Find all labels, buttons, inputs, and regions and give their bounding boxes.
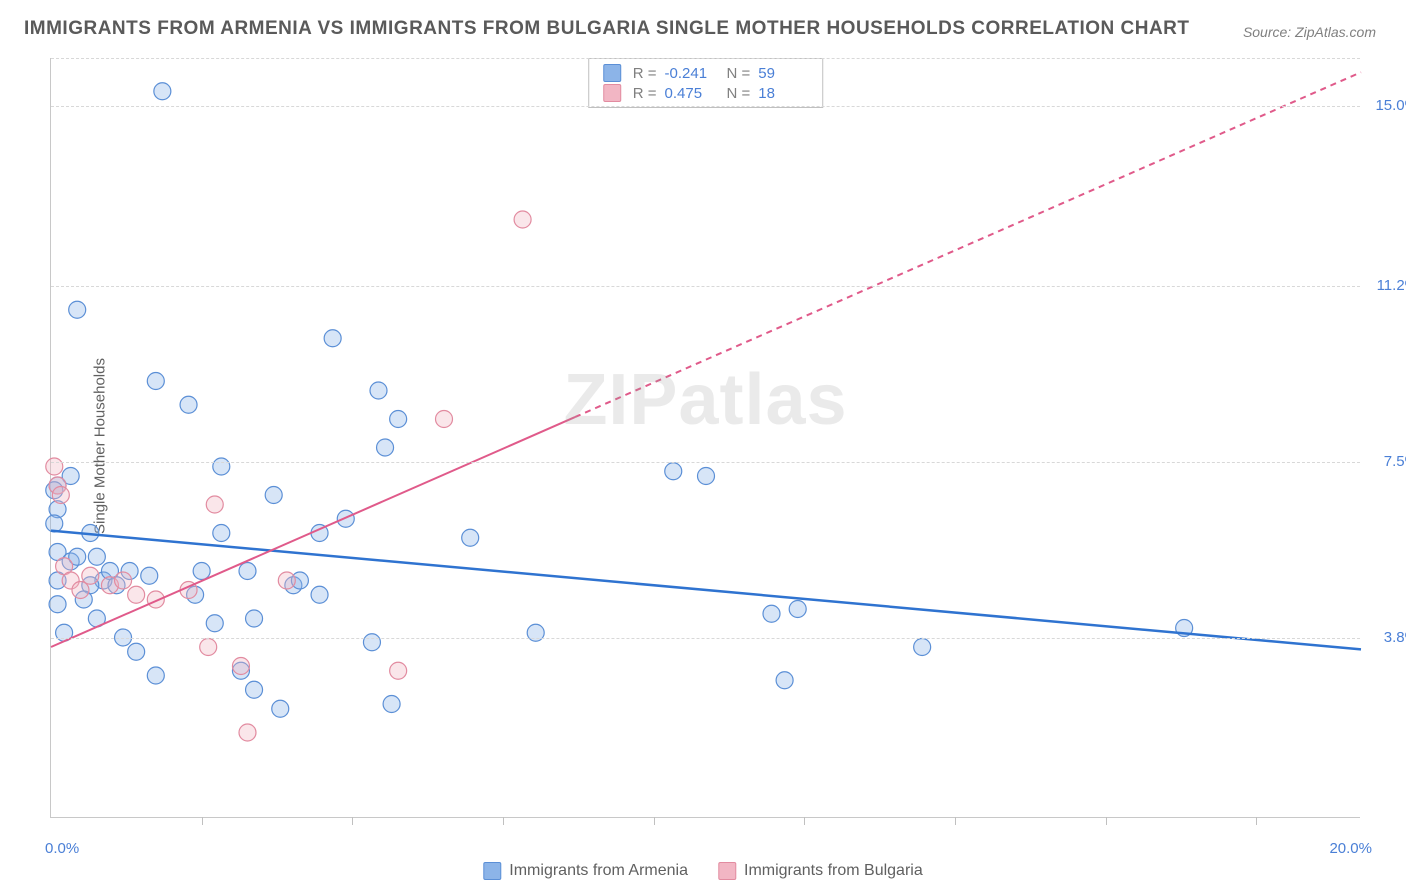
trend-line [51,417,575,647]
scatter-point [128,586,145,603]
scatter-point [213,525,230,542]
x-tick [955,817,956,825]
scatter-point [390,411,407,428]
scatter-point [200,639,217,656]
legend-swatch [603,64,621,82]
scatter-point [147,667,164,684]
x-tick [1106,817,1107,825]
scatter-point [363,634,380,651]
scatter-point [46,458,63,475]
scatter-point [193,563,210,580]
x-tick [352,817,353,825]
scatter-point [527,624,544,641]
gridline-horizontal [51,638,1360,639]
x-tick [804,817,805,825]
y-tick-label: 11.2% [1377,277,1406,294]
scatter-point [278,572,295,589]
scatter-point [239,563,256,580]
r-label: R = [633,65,657,82]
scatter-point [311,586,328,603]
scatter-point [52,487,69,504]
x-tick [1256,817,1257,825]
gridline-horizontal [51,106,1360,107]
scatter-point [436,411,453,428]
gridline-horizontal [51,462,1360,463]
scatter-point [246,610,263,627]
legend-swatch [603,84,621,102]
legend-label: Immigrants from Bulgaria [744,862,923,880]
scatter-point [46,515,63,532]
x-tick [202,817,203,825]
scatter-point [88,548,105,565]
scatter-point [698,468,715,485]
scatter-point [180,396,197,413]
scatter-point [206,496,223,513]
legend-item: Immigrants from Armenia [483,862,688,880]
trend-line-extrapolated [575,72,1361,417]
scatter-point [206,615,223,632]
chart-container: { "title": "IMMIGRANTS FROM ARMENIA VS I… [0,0,1406,892]
trend-line [51,531,1361,650]
scatter-point [390,662,407,679]
gridline-horizontal [51,58,1360,59]
n-value: 59 [758,65,808,82]
scatter-point [914,639,931,656]
scatter-point [246,681,263,698]
scatter-point [232,658,249,675]
gridline-horizontal [51,286,1360,287]
scatter-point [128,643,145,660]
legend-swatch [718,862,736,880]
scatter-point [462,529,479,546]
n-value: 18 [758,85,808,102]
x-tick-label: 20.0% [1329,840,1372,857]
scatter-point [665,463,682,480]
source-attribution: Source: ZipAtlas.com [1243,24,1376,40]
correlation-stats-box: R = -0.241 N = 59 R = 0.475 N = 18 [588,58,824,108]
y-tick-label: 15.0% [1375,97,1406,114]
legend-item: Immigrants from Bulgaria [718,862,923,880]
legend-label: Immigrants from Armenia [509,862,688,880]
plot-area: ZIPatlas R =-0.241N =59R =0.475N =18 3.8… [50,58,1360,818]
scatter-point [514,211,531,228]
y-tick-label: 3.8% [1384,629,1406,646]
scatter-point [370,382,387,399]
r-label: R = [633,85,657,102]
x-tick [654,817,655,825]
x-tick-label: 0.0% [45,840,79,857]
r-value: -0.241 [665,65,715,82]
r-value: 0.475 [665,85,715,102]
scatter-point [272,700,289,717]
scatter-point [239,724,256,741]
scatter-point [141,567,158,584]
series-legend: Immigrants from Armenia Immigrants from B… [483,862,922,880]
scatter-point [154,83,171,100]
scatter-point [49,596,66,613]
chart-title: IMMIGRANTS FROM ARMENIA VS IMMIGRANTS FR… [24,18,1190,40]
stat-row: R = -0.241 N = 59 [603,63,809,83]
stat-row: R = 0.475 N = 18 [603,83,809,103]
scatter-point [82,567,99,584]
scatter-point [776,672,793,689]
scatter-point [789,601,806,618]
scatter-point [69,301,86,318]
scatter-point [213,458,230,475]
plot-svg [51,58,1360,817]
scatter-point [115,572,132,589]
legend-swatch [483,862,501,880]
x-tick [503,817,504,825]
scatter-point [147,373,164,390]
scatter-point [324,330,341,347]
scatter-point [377,439,394,456]
n-label: N = [727,65,751,82]
scatter-point [72,582,89,599]
scatter-point [763,605,780,622]
scatter-point [383,696,400,713]
n-label: N = [727,85,751,102]
scatter-point [265,487,282,504]
y-tick-label: 7.5% [1384,453,1406,470]
